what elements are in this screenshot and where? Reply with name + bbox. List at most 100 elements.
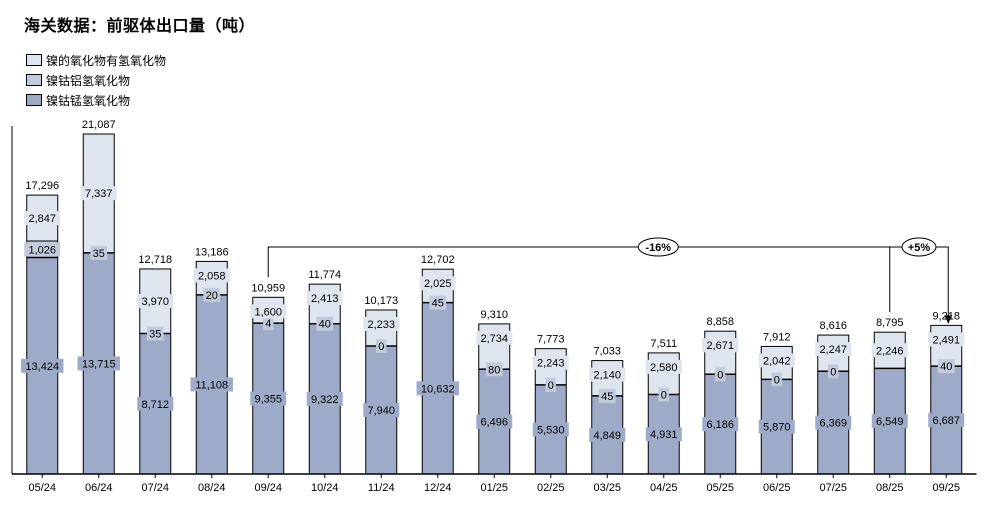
x-tick-label: 01/25 bbox=[480, 482, 508, 494]
total-label: 7,912 bbox=[763, 331, 791, 343]
legend-item: 镍的氧化物有氢氧化物 bbox=[26, 50, 166, 70]
data-label-bg bbox=[485, 362, 503, 377]
x-tick-label: 07/24 bbox=[141, 482, 169, 494]
legend-label: 镍的氧化物有氢氧化物 bbox=[46, 53, 167, 68]
data-label-bg bbox=[193, 268, 230, 283]
data-label: 35 bbox=[93, 248, 105, 260]
data-label: 13,424 bbox=[25, 361, 59, 373]
data-label: 1,600 bbox=[254, 306, 282, 318]
data-label: 5,870 bbox=[763, 422, 791, 434]
data-label-bg bbox=[589, 427, 626, 442]
data-label-bg bbox=[77, 356, 120, 371]
annotation-pill bbox=[901, 237, 937, 257]
data-label: 2,042 bbox=[763, 355, 791, 367]
data-label: 4,849 bbox=[593, 430, 621, 442]
data-label-bg bbox=[376, 338, 387, 353]
data-label: 0 bbox=[774, 374, 780, 386]
total-label: 21,087 bbox=[82, 119, 116, 131]
data-label-bg bbox=[416, 381, 459, 396]
data-label: 45 bbox=[601, 391, 613, 403]
data-label: 2,847 bbox=[28, 213, 56, 225]
data-label: 0 bbox=[661, 389, 667, 401]
data-label-bg bbox=[871, 343, 908, 358]
data-label: 35 bbox=[149, 329, 161, 341]
legend-item: 镍钴铝氢氧化物 bbox=[26, 70, 166, 90]
x-tick-label: 02/25 bbox=[537, 482, 565, 494]
total-label: 8,795 bbox=[876, 317, 904, 329]
data-label: 40 bbox=[940, 361, 952, 373]
data-label-bg bbox=[306, 391, 343, 406]
data-label-bg bbox=[871, 414, 908, 429]
total-label: 12,702 bbox=[421, 254, 455, 266]
data-label: 80 bbox=[488, 364, 500, 376]
data-label-bg bbox=[363, 316, 400, 331]
data-label-bg bbox=[658, 387, 669, 402]
total-label: 8,858 bbox=[706, 316, 734, 328]
data-label-bg bbox=[90, 245, 108, 260]
data-label: 4,931 bbox=[650, 429, 678, 441]
total-label: 10,959 bbox=[251, 282, 285, 294]
x-tick-label: 09/25 bbox=[932, 482, 960, 494]
legend-label: 镍钴锰氢氧化物 bbox=[46, 93, 131, 108]
x-tick-label: 05/25 bbox=[706, 482, 734, 494]
annotation-arrow bbox=[944, 315, 953, 324]
data-label-bg bbox=[146, 326, 164, 341]
annotation-label: +5% bbox=[908, 242, 931, 254]
x-tick-label: 06/24 bbox=[85, 482, 113, 494]
data-label: 9,355 bbox=[254, 394, 282, 406]
data-label-bg bbox=[598, 388, 616, 403]
data-label-bg bbox=[24, 242, 61, 257]
data-label-bg bbox=[532, 355, 569, 370]
data-label: 2,025 bbox=[424, 278, 452, 290]
data-label: 2,580 bbox=[650, 362, 678, 374]
data-label: 2,243 bbox=[537, 358, 565, 370]
data-label: 3,970 bbox=[141, 296, 169, 308]
data-label: 2,247 bbox=[819, 344, 847, 356]
total-label: 13,186 bbox=[195, 246, 229, 258]
data-label-bg bbox=[815, 342, 852, 357]
data-label-bg bbox=[828, 364, 839, 379]
data-label: 4 bbox=[265, 318, 271, 330]
data-label: 2,734 bbox=[480, 333, 508, 345]
total-label: 11,774 bbox=[308, 269, 341, 281]
data-label: 6,496 bbox=[480, 417, 508, 429]
total-label: 9,310 bbox=[480, 309, 508, 321]
data-label: 2,413 bbox=[311, 293, 339, 305]
data-label-bg bbox=[758, 353, 795, 368]
data-label-bg bbox=[937, 359, 955, 374]
data-label: 11,108 bbox=[195, 379, 228, 391]
data-label-bg bbox=[250, 391, 287, 406]
data-label-bg bbox=[137, 293, 174, 308]
data-label: 7,940 bbox=[367, 405, 395, 417]
total-label: 8,616 bbox=[819, 320, 847, 332]
data-label: 2,246 bbox=[876, 345, 904, 357]
data-label: 6,186 bbox=[706, 419, 734, 431]
legend-item: 镍钴锰氢氧化物 bbox=[26, 90, 166, 110]
data-label: 20 bbox=[206, 290, 218, 302]
legend-label: 镍钴铝氢氧化物 bbox=[46, 73, 131, 88]
annotation-pill bbox=[637, 237, 679, 257]
data-label-bg bbox=[928, 332, 965, 347]
data-label-bg bbox=[429, 295, 447, 310]
data-label: 7,337 bbox=[85, 188, 113, 200]
data-label-bg bbox=[702, 417, 739, 432]
data-label-bg bbox=[21, 358, 64, 373]
bar-segment bbox=[478, 323, 510, 368]
legend-swatch bbox=[26, 94, 42, 106]
data-label: 0 bbox=[830, 366, 836, 378]
x-tick-label: 12/24 bbox=[424, 482, 452, 494]
total-label: 7,511 bbox=[650, 338, 677, 350]
x-tick-label: 10/24 bbox=[311, 482, 339, 494]
data-label-bg bbox=[306, 291, 343, 306]
data-label-bg bbox=[24, 211, 61, 226]
x-tick-label: 04/25 bbox=[650, 482, 678, 494]
data-label: 2,140 bbox=[593, 370, 621, 382]
legend-swatch bbox=[26, 54, 42, 66]
data-label: 0 bbox=[378, 341, 384, 353]
total-label: 7,773 bbox=[537, 334, 565, 346]
data-label-bg bbox=[532, 422, 569, 437]
data-label-bg bbox=[715, 367, 726, 382]
data-label: 45 bbox=[432, 298, 444, 310]
total-label: 17,296 bbox=[25, 180, 59, 192]
